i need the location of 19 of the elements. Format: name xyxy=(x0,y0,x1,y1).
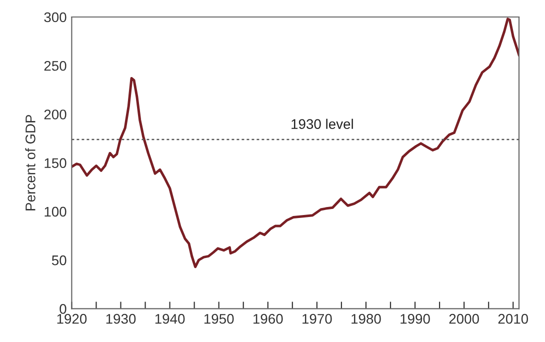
x-tick-label: 1980 xyxy=(352,314,381,324)
x-tick-label: 1940 xyxy=(155,314,185,324)
y-tick-label: 100 xyxy=(44,206,66,217)
ref-line-label: 1930 level xyxy=(292,118,353,129)
x-tick-label: 1930 xyxy=(106,314,136,324)
x-tick-label: 1920 xyxy=(57,314,87,324)
y-tick-label: 200 xyxy=(44,110,66,120)
y-tick-label: 300 xyxy=(44,12,66,22)
y-tick-label: 0 xyxy=(60,304,66,314)
y-tick-label: 150 xyxy=(44,158,66,168)
y-tick-label: 50 xyxy=(52,255,66,266)
x-tick-label: 1950 xyxy=(204,314,234,324)
x-tick-label: 1990 xyxy=(400,314,430,324)
x-tick-label: 1960 xyxy=(253,314,283,324)
x-tick-label: 1970 xyxy=(302,314,332,324)
y-axis-title: Percent of GDP xyxy=(25,114,36,210)
x-tick-label: 2010 xyxy=(498,314,528,324)
x-tick-label: 2000 xyxy=(449,314,479,324)
y-tick-label: 250 xyxy=(44,60,66,71)
